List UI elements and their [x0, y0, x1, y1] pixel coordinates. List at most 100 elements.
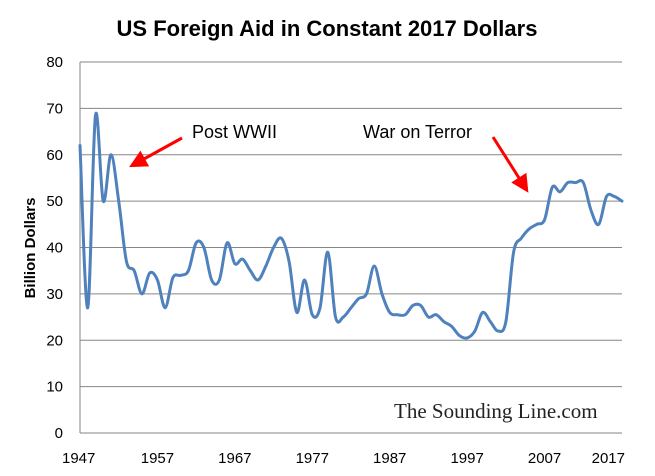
- data-point-1955: [140, 292, 144, 296]
- annotations: Post WWII War on Terror: [129, 122, 529, 193]
- data-point-1987: [388, 310, 392, 314]
- data-point-1991: [419, 303, 423, 307]
- data-point-1986: [380, 292, 384, 296]
- x-tick-label: 1977: [296, 450, 329, 467]
- y-tick-label: 10: [46, 379, 63, 396]
- data-point-2015: [605, 194, 609, 198]
- y-tick-labels: 0 10 20 30 40 50 60 70 80: [46, 54, 63, 442]
- data-point-1972: [272, 246, 276, 250]
- data-point-1948: [86, 306, 90, 310]
- y-tick-label: 60: [46, 147, 63, 164]
- data-point-2016: [612, 194, 616, 198]
- series-group: [78, 111, 624, 340]
- watermark: The Sounding Line.com: [394, 399, 598, 423]
- data-point-1988: [395, 313, 399, 317]
- data-point-2008: [550, 185, 554, 189]
- data-point-1976: [303, 278, 307, 282]
- x-tick-label: 1967: [218, 450, 251, 467]
- data-point-1996: [457, 334, 461, 338]
- data-point-1973: [279, 236, 283, 240]
- data-point-1959: [171, 276, 175, 280]
- data-point-1969: [248, 269, 252, 273]
- data-point-1989: [403, 313, 407, 317]
- data-point-1947: [78, 143, 82, 147]
- data-point-1958: [163, 306, 167, 310]
- x-tick-label: 1957: [141, 450, 174, 467]
- x-tick-label: 1997: [450, 450, 483, 467]
- data-point-1999: [481, 310, 485, 314]
- data-point-1968: [241, 257, 245, 261]
- y-tick-label: 30: [46, 286, 63, 303]
- data-point-1950: [101, 199, 105, 203]
- data-point-1965: [217, 278, 221, 282]
- data-point-1979: [326, 250, 330, 254]
- y-tick-label: 0: [55, 425, 63, 442]
- data-point-2009: [558, 190, 562, 194]
- x-tick-labels: 1947 1957 1967 1977 1987 1997 2007 2017: [62, 450, 625, 467]
- data-point-1990: [411, 303, 415, 307]
- data-point-2005: [527, 227, 531, 231]
- annotation-war-on-terror: War on Terror: [363, 122, 472, 142]
- annotation-post-wwii: Post WWII: [192, 122, 277, 142]
- data-point-1978: [318, 306, 322, 310]
- data-point-1956: [148, 271, 152, 275]
- data-point-2006: [535, 222, 539, 226]
- data-point-1984: [364, 292, 368, 296]
- data-point-1980: [334, 315, 338, 319]
- data-point-1977: [310, 313, 314, 317]
- data-point-1961: [186, 269, 190, 273]
- y-axis-label: Billion Dollars: [22, 198, 39, 299]
- data-point-1954: [132, 269, 136, 273]
- data-point-2011: [574, 181, 578, 185]
- data-point-1981: [341, 315, 345, 319]
- data-point-1957: [155, 278, 159, 282]
- data-point-1985: [372, 264, 376, 268]
- data-point-2017: [620, 199, 624, 203]
- data-point-1975: [295, 310, 299, 314]
- data-point-2004: [519, 236, 523, 240]
- data-point-1995: [450, 324, 454, 328]
- x-tick-label: 1947: [62, 450, 95, 467]
- data-point-1998: [473, 329, 477, 333]
- data-point-1966: [225, 241, 229, 245]
- axes: [79, 62, 622, 434]
- x-tick-label: 1987: [373, 450, 406, 467]
- data-point-1971: [264, 264, 268, 268]
- data-point-2002: [504, 320, 508, 324]
- data-point-1992: [426, 315, 430, 319]
- data-point-1949: [93, 113, 97, 117]
- annotation-arrow-war-on-terror: [491, 136, 529, 193]
- data-point-2007: [543, 218, 547, 222]
- data-point-1994: [442, 320, 446, 324]
- data-point-1964: [210, 278, 214, 282]
- data-point-1951: [109, 153, 113, 157]
- y-tick-label: 80: [46, 54, 63, 71]
- y-tick-label: 70: [46, 100, 63, 117]
- data-point-2010: [566, 181, 570, 185]
- data-point-2012: [581, 181, 585, 185]
- data-point-1963: [202, 246, 206, 250]
- data-point-2014: [597, 222, 601, 226]
- annotation-arrow-post-wwii: [129, 136, 183, 168]
- data-point-2000: [488, 320, 492, 324]
- data-point-1970: [256, 278, 260, 282]
- y-tick-label: 50: [46, 193, 63, 210]
- data-point-1982: [349, 306, 353, 310]
- data-point-1960: [179, 273, 183, 277]
- chart-title: US Foreign Aid in Constant 2017 Dollars: [117, 16, 538, 41]
- x-tick-label: 2017: [592, 450, 625, 467]
- x-tick-label: 2007: [528, 450, 561, 467]
- data-point-2001: [496, 329, 500, 333]
- y-tick-label: 20: [46, 332, 63, 349]
- data-point-1952: [117, 199, 121, 203]
- data-point-1967: [233, 262, 237, 266]
- data-point-2013: [589, 208, 593, 212]
- data-point-1983: [357, 297, 361, 301]
- data-point-1953: [124, 259, 128, 263]
- series-line-0: [78, 111, 624, 340]
- data-point-2003: [512, 250, 516, 254]
- data-point-1962: [194, 241, 198, 245]
- data-point-1997: [465, 336, 469, 340]
